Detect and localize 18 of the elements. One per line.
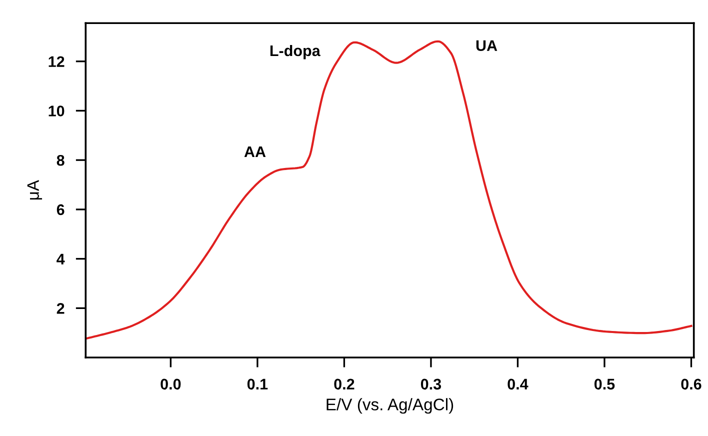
y-tick-label: 4 xyxy=(56,254,65,264)
y-tick-label: 6 xyxy=(56,204,64,216)
annotation: UA xyxy=(476,40,498,52)
annotation: L-dopa xyxy=(270,44,320,60)
x-tick-label: 0.5 xyxy=(594,378,615,390)
x-tick-label: 0.3 xyxy=(420,378,442,390)
x-tick-label: 0.0 xyxy=(160,378,181,390)
x-tick-label: 0.2 xyxy=(334,378,354,390)
x-tick-label: 0.1 xyxy=(247,378,268,390)
y-tick-label: 2 xyxy=(56,303,64,314)
x-tick-label: 0.6 xyxy=(681,378,702,390)
x-tick-label: 0.4 xyxy=(508,378,528,390)
y-axis-title: μA xyxy=(27,180,42,200)
x-axis-title: E/V (vs. Ag/AgCl) xyxy=(326,398,454,414)
y-tick-label: 8 xyxy=(56,154,64,166)
y-tick-label: 12 xyxy=(48,56,64,67)
annotation: AA xyxy=(244,146,266,157)
y-tick-label: 10 xyxy=(48,106,64,116)
